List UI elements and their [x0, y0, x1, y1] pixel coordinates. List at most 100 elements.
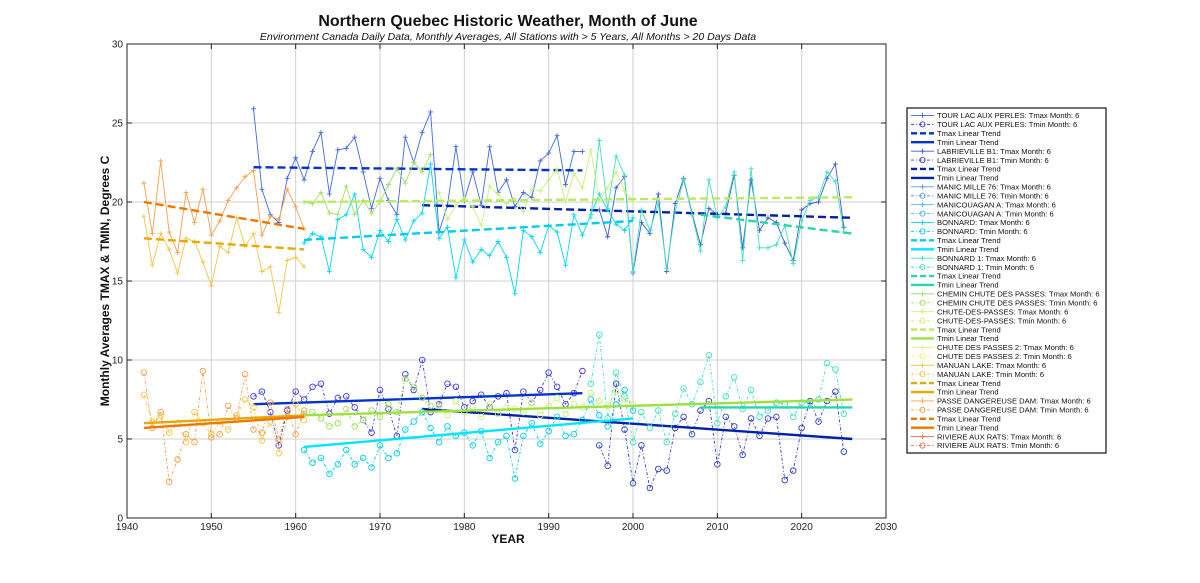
series-5-point-2 [612, 380, 620, 387]
series-29-point-14 [258, 437, 266, 444]
series-line-33 [143, 370, 305, 483]
legend-swatch-marker [919, 157, 926, 164]
series-12-point-4 [335, 216, 341, 222]
series-17-point-6 [638, 408, 645, 416]
series-29-point-6 [191, 408, 198, 416]
series-0-point-35 [546, 150, 552, 156]
series-17-point-2 [604, 415, 611, 422]
series-0-point-9 [326, 191, 332, 197]
x-tick-label: 2020 [791, 522, 814, 533]
series-22-point-14 [554, 166, 560, 172]
series-5-point-28 [832, 388, 839, 395]
series-line-2 [253, 166, 583, 172]
series-12-point-5 [343, 212, 349, 218]
series-21-point-15 [427, 402, 434, 410]
series-13-point-22 [486, 454, 493, 462]
series-1-point-39 [579, 367, 586, 375]
series-2 [253, 166, 583, 172]
series-0-point-39 [579, 148, 585, 154]
legend-label: CHEMIN CHUTE DES PASSES: Tmax Month: 6 [937, 290, 1100, 299]
grid-lines [127, 44, 886, 518]
series-line-12 [303, 163, 634, 295]
series-32-point-15 [267, 213, 273, 219]
series-line-13 [303, 389, 634, 479]
series-21-point-7 [359, 416, 367, 424]
series-0-point-37 [563, 182, 569, 188]
series-16-point-2 [605, 205, 611, 211]
legend-label: TOUR LAC AUX PERLES: Tmin Month: 6 [937, 120, 1077, 129]
series-13-point-30 [553, 413, 561, 421]
series-4-point-24 [799, 207, 805, 213]
series-5-point-17 [739, 451, 746, 459]
series-17-point-30 [840, 410, 848, 417]
series-13-point-9 [376, 442, 384, 449]
series-5-point-26 [815, 418, 822, 425]
series-16-point-14 [706, 177, 712, 183]
legend-item: Tmax Linear Trend [911, 165, 1001, 174]
series-0-point-11 [343, 145, 349, 151]
series-1-point-20 [418, 356, 426, 364]
series-23 [435, 388, 637, 421]
series-28-point-7 [200, 259, 206, 265]
series-28-point-4 [175, 270, 181, 276]
series-13-point-3 [326, 470, 333, 478]
legend-label: Tmax Linear Trend [937, 272, 1001, 281]
series-22-point-8 [504, 201, 509, 207]
series-line-21 [304, 378, 431, 427]
series-1-point-23 [444, 380, 451, 387]
series-21-point-0 [300, 410, 308, 417]
legend-label: PASSE DANGEREUSE DAM: Tmin Month: 6 [937, 406, 1089, 415]
legend-item: MANICOUAGAN A: Tmin Month: 6 [911, 209, 1054, 218]
legend-item: RIVIERE AUX RATS: Tmax Month: 6 [911, 432, 1061, 441]
y-tick-label: 0 [117, 514, 123, 525]
series-20-point-10 [385, 182, 391, 188]
series-12-point-14 [419, 210, 425, 216]
series-22-point-11 [529, 186, 535, 192]
legend-swatch-marker [920, 434, 925, 440]
series-23-point-21 [612, 388, 620, 395]
legend-label: Tmin Linear Trend [937, 174, 999, 183]
series-13-point-2 [317, 454, 325, 462]
series-20-point-13 [411, 160, 417, 165]
series-16-point-11 [681, 177, 687, 183]
series-0-point-17 [394, 212, 400, 218]
series-32-point-11 [234, 185, 240, 191]
legend-label: RIVIERE AUX RATS: Tmax Month: 6 [937, 432, 1061, 441]
legend-item: Tmax Linear Trend [911, 236, 1001, 245]
series-28-point-3 [166, 246, 172, 252]
series-22 [436, 147, 636, 229]
series-32-point-13 [251, 167, 256, 173]
series-15 [303, 417, 634, 449]
series-13 [300, 386, 637, 482]
series-13-point-15 [427, 424, 434, 432]
series-32-point-9 [217, 218, 223, 224]
series-line-35 [143, 415, 305, 430]
series-13-point-35 [596, 412, 603, 419]
legend-label: CHUTE-DES-PASSES: Tmax Month: 6 [937, 307, 1068, 316]
legend-label: CHUTE DES PASSES 2: Tmin Month: 6 [937, 352, 1072, 361]
series-0-point-0 [251, 106, 256, 112]
series-20-point-5 [343, 183, 349, 189]
series-4-point-29 [841, 224, 847, 230]
legend-item: TOUR LAC AUX PERLES: Tmin Month: 6 [911, 120, 1077, 129]
legend-item: Tmin Linear Trend [911, 334, 999, 343]
y-axis-label: Monthly Averages TMAX & TMIN, Degrees C [98, 155, 112, 406]
series-line-7 [422, 407, 853, 441]
y-tick-label: 30 [112, 40, 124, 51]
series-33-point-10 [224, 402, 232, 410]
series-13-point-39 [629, 407, 637, 414]
series-23-point-19 [596, 397, 603, 405]
series-12-point-26 [520, 227, 526, 233]
series-28-point-5 [183, 235, 189, 241]
series-29-point-13 [250, 404, 257, 411]
series-12-point-31 [563, 262, 569, 268]
legend-item: Tmax Linear Trend [911, 129, 1001, 138]
series-22-point-12 [537, 188, 543, 194]
series-22-point-16 [571, 171, 577, 177]
series-5-point-18 [747, 415, 755, 422]
series-13-point-36 [604, 423, 611, 430]
legend-item: CHUTE-DES-PASSES: Tmin Month: 6 [911, 316, 1066, 325]
series-23-point-15 [562, 410, 569, 417]
series-line-15 [303, 417, 634, 449]
